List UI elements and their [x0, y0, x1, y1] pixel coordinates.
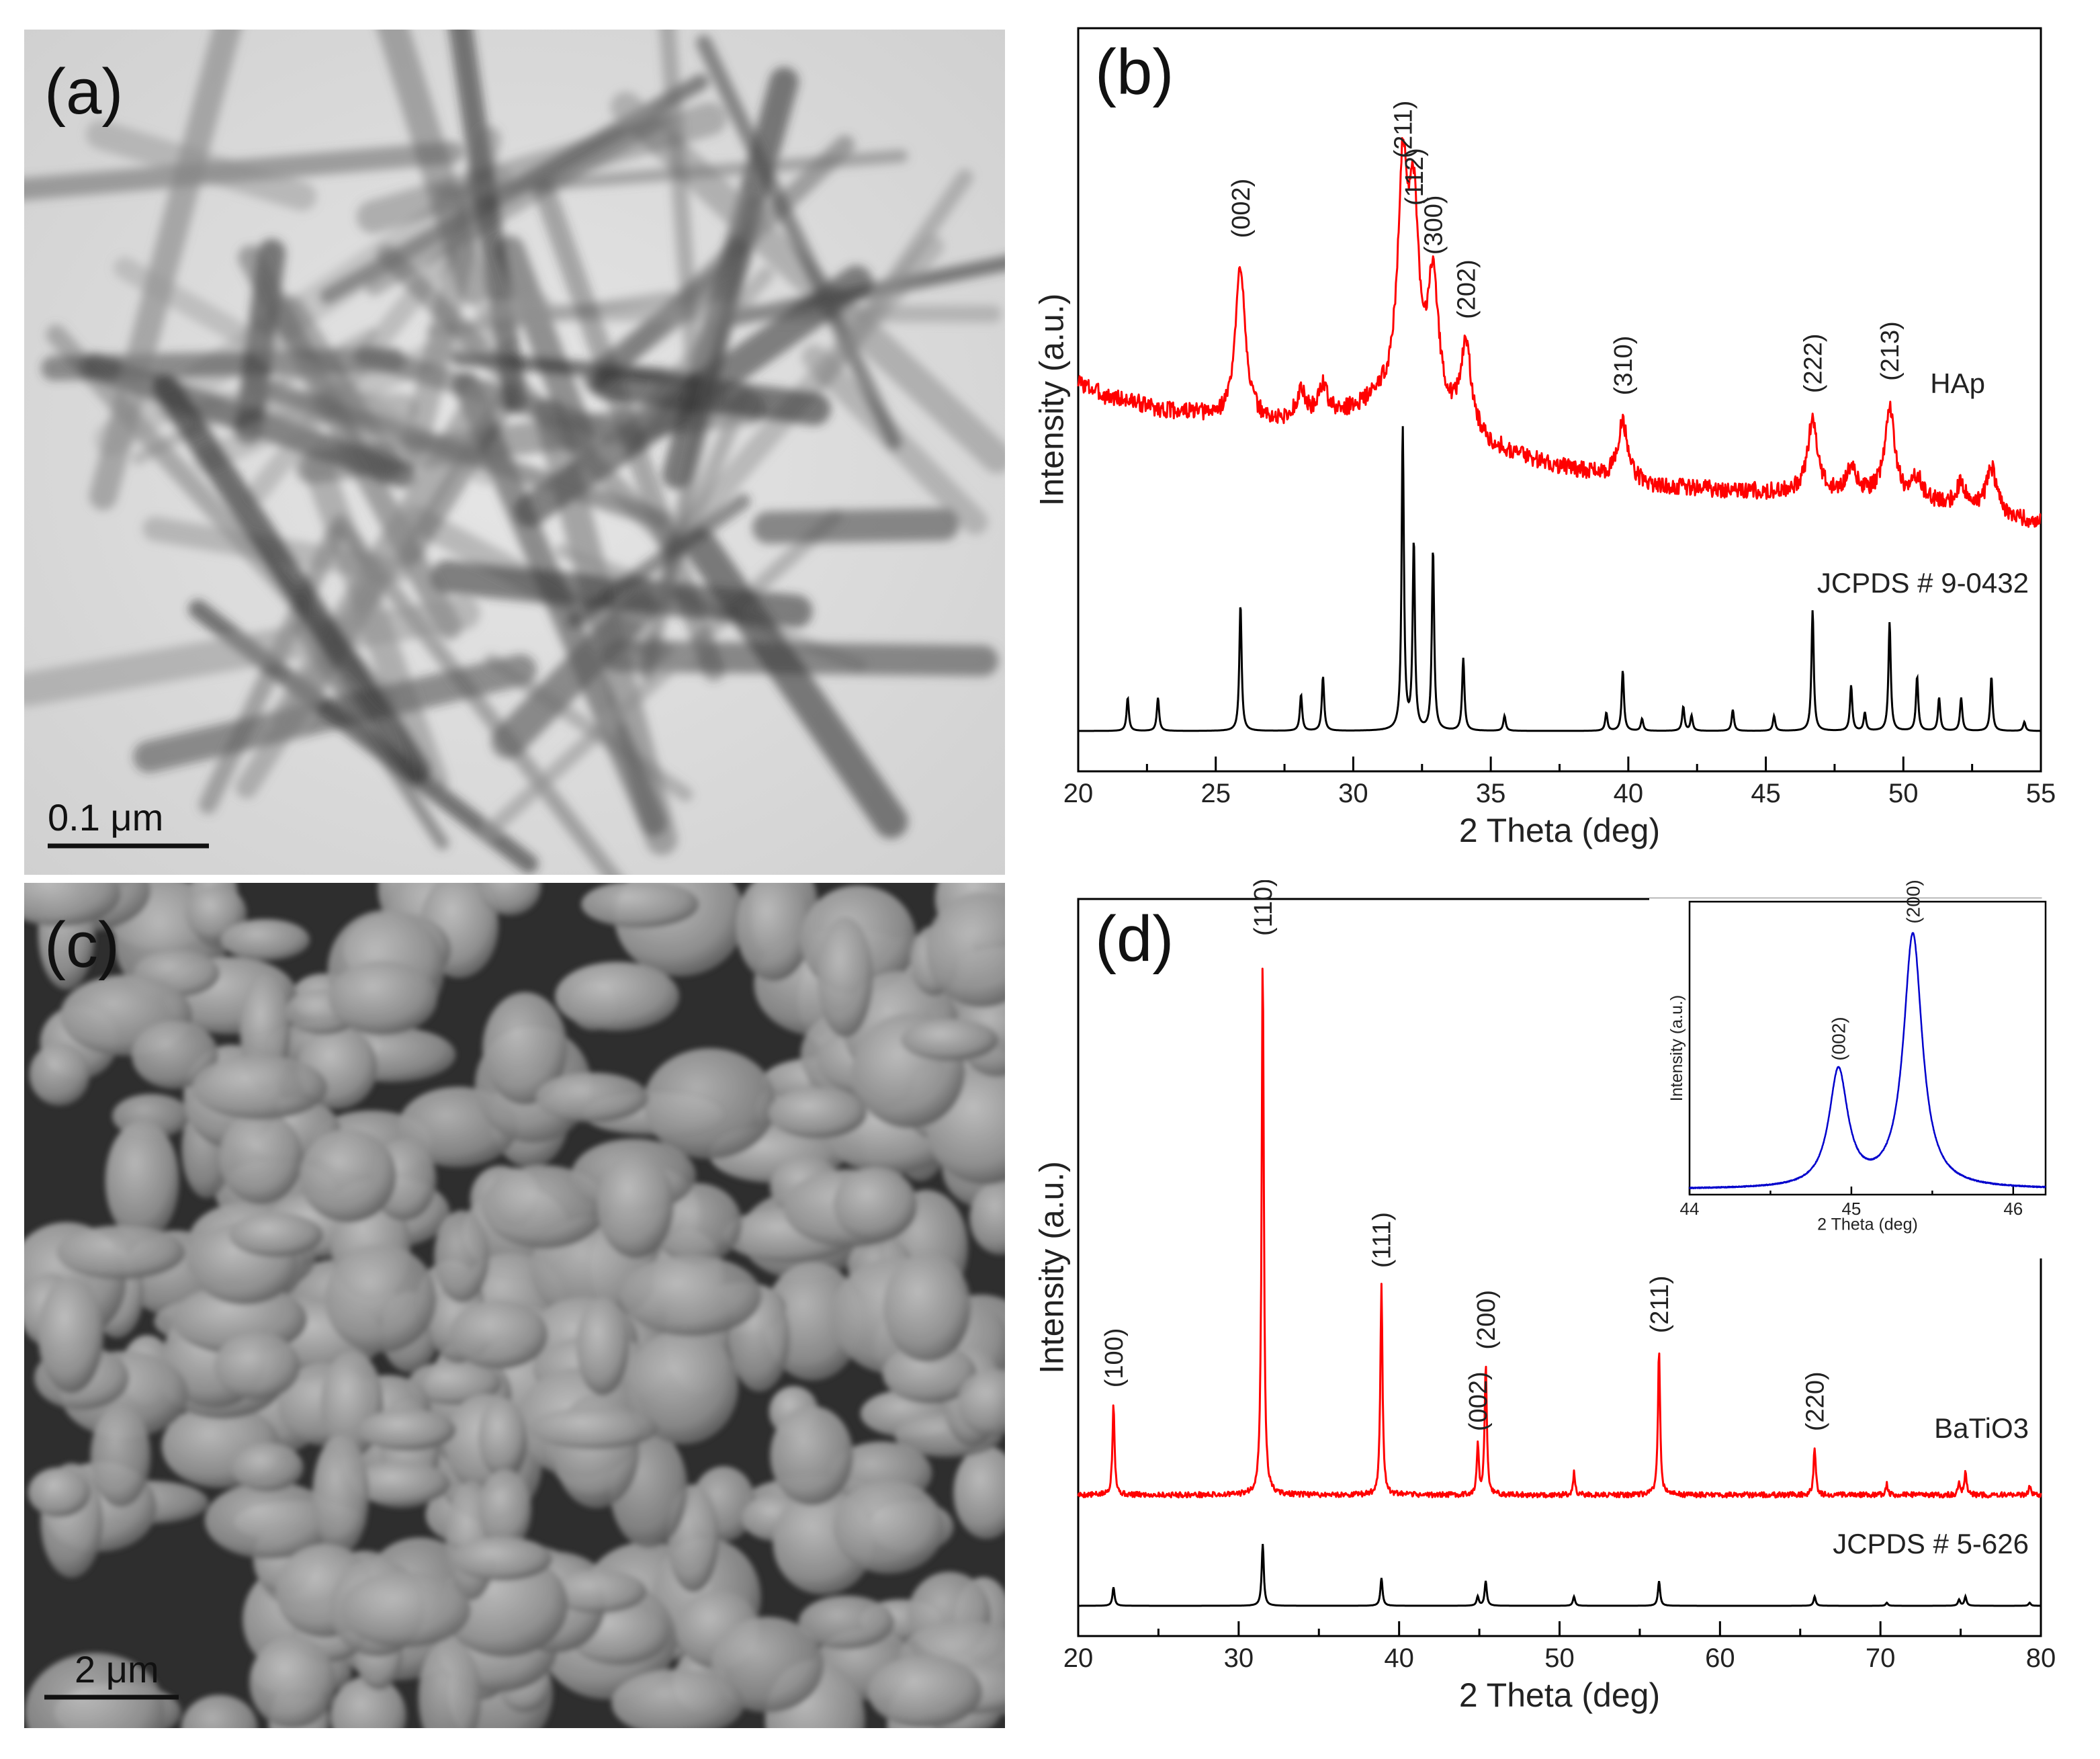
- x-tick-label: 80: [2026, 1643, 2056, 1673]
- inset-pattern-line: [1689, 932, 2046, 1190]
- peak-label: (002): [1464, 1371, 1493, 1431]
- x-tick-label: 30: [1224, 1643, 1254, 1673]
- peak-label: (002): [1227, 179, 1256, 239]
- x-tick-label: 40: [1614, 779, 1644, 808]
- peak-label: (112): [1401, 148, 1429, 206]
- peak-label: (202): [1453, 259, 1481, 319]
- peak-label: (310): [1610, 336, 1638, 396]
- y-axis-label: Intensity (a.u.): [1033, 294, 1071, 507]
- inset-background: [1649, 898, 2052, 1258]
- x-tick-label: 46: [2003, 1199, 2023, 1219]
- x-axis-label: 2 Theta (deg): [1459, 812, 1660, 849]
- peak-label: (200): [1473, 1290, 1501, 1350]
- peak-label: (220): [1802, 1371, 1830, 1431]
- y-axis-label: Intensity (a.u.): [1033, 1161, 1071, 1374]
- x-tick-label: 45: [1751, 779, 1781, 808]
- xrd-chart-batio3-panel: (d) 20 30 40 50 60 70 80 2 Theta (deg) Intensity…: [1008, 878, 2100, 1756]
- peak-label: (110): [1250, 880, 1278, 936]
- tem-image-panel: (a) 0.1 μm: [0, 0, 1053, 904]
- xrd-chart-batio3: (d) 20 30 40 50 60 70 80 2 Theta (deg) Intensity…: [1033, 878, 2056, 1714]
- hap-pattern-line: [1077, 137, 2042, 528]
- jcpds-9-0432-pattern-line: [1078, 426, 2041, 732]
- peak-label: (002): [1828, 1017, 1849, 1060]
- panel-b-label: (b): [1095, 36, 1174, 108]
- tem-image: (a) 0.1 μm: [0, 0, 1053, 904]
- x-tick-label: 50: [1544, 1643, 1575, 1673]
- peak-label: (222): [1799, 333, 1827, 393]
- sem-image: (c) 2 μm: [0, 845, 1069, 1759]
- x-tick-label: 30: [1338, 779, 1368, 808]
- scale-bar-c-label: 2 μm: [75, 1648, 159, 1690]
- peak-label: (211): [1389, 101, 1417, 159]
- peak-label: (300): [1419, 195, 1448, 255]
- panel-a-label: (a): [44, 56, 123, 128]
- peak-label: (100): [1100, 1328, 1129, 1388]
- panel-c-label: (c): [44, 909, 120, 981]
- series-label-hap: HAp: [1930, 368, 1985, 399]
- x-tick-label: 20: [1063, 1643, 1094, 1673]
- x-tick-label: 44: [1680, 1199, 1700, 1219]
- plot-frame: [1688, 900, 2047, 1196]
- jcpds-5-626-pattern-line: [1078, 1543, 2041, 1607]
- x-axis-label: 2 Theta (deg): [1459, 1676, 1660, 1714]
- x-tick-label: 25: [1200, 779, 1231, 808]
- x-tick-label: 55: [2026, 779, 2056, 808]
- xrd-chart-hap: (b) 20 25 30 35 40 45 50 55 2 Theta (deg) Intensi…: [1033, 27, 2056, 849]
- peak-label: (213): [1876, 321, 1905, 381]
- x-tick-label: 20: [1063, 779, 1094, 808]
- batio3-pattern-line: [1077, 968, 2042, 1499]
- series-label-batio3: BaTiO3: [1934, 1412, 2029, 1444]
- sem-image-panel: (c) 2 μm: [0, 845, 1069, 1759]
- x-tick-label: 45: [1841, 1199, 1861, 1219]
- y-axis-label: Intensity (a.u.): [1667, 995, 1686, 1101]
- series-label-jcpds-9-0432: JCPDS # 9-0432: [1817, 567, 2029, 599]
- peak-label: (211): [1646, 1275, 1674, 1333]
- x-tick-label: 60: [1705, 1643, 1735, 1673]
- peak-label: (200): [1902, 880, 1923, 924]
- scale-bar-a-label: 0.1 μm: [48, 796, 163, 839]
- series-label-jcpds-5-626: JCPDS # 5-626: [1833, 1528, 2029, 1559]
- x-tick-label: 35: [1476, 779, 1506, 808]
- x-tick-label: 40: [1384, 1643, 1414, 1673]
- x-axis-label: 2 Theta (deg): [1817, 1215, 1918, 1234]
- x-tick-label: 50: [1888, 779, 1919, 808]
- peak-label: (111): [1368, 1212, 1397, 1268]
- xrd-chart-hap-panel: (b) 20 25 30 35 40 45 50 55 2 Theta (deg) Intensi…: [1008, 0, 2100, 880]
- panel-d-label: (d): [1095, 903, 1174, 975]
- x-tick-label: 70: [1866, 1643, 1896, 1673]
